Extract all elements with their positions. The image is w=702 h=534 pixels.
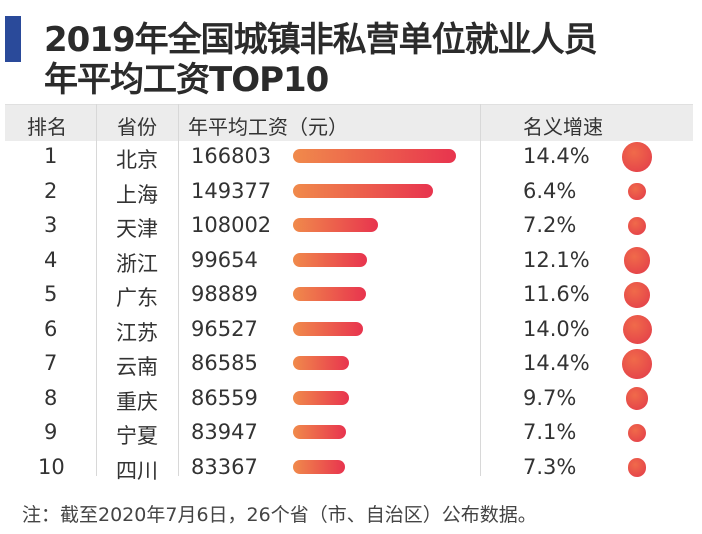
salary-label: 86559 <box>191 385 258 410</box>
table-row: 8 重庆 86559 9.7% <box>5 382 693 416</box>
salary-label: 166803 <box>191 144 272 168</box>
growth-bubble <box>627 216 647 236</box>
table-row: 2 上海 149377 6.4% <box>5 175 693 209</box>
growth-label: 6.4% <box>523 178 577 203</box>
province-label: 重庆 <box>116 389 158 414</box>
growth-bubble <box>622 315 652 344</box>
chart-title-line1: 2019年全国城镇非私营单位就业人员 <box>44 20 598 60</box>
growth-label: 14.4% <box>523 351 590 375</box>
table-header: 排名 省份 年平均工资（元） 名义增速 <box>5 104 693 141</box>
growth-label: 9.7% <box>523 385 577 410</box>
growth-label: 7.1% <box>523 420 577 444</box>
rank-label: 7 <box>44 351 58 375</box>
table-row: 6 江苏 96527 14.0% <box>5 313 693 347</box>
growth-label: 14.0% <box>523 316 590 341</box>
column-divider <box>480 104 481 476</box>
rank-label: 2 <box>44 178 58 203</box>
header-growth: 名义增速 <box>523 115 603 139</box>
title-accent-bar <box>5 16 21 62</box>
salary-bar <box>293 425 346 439</box>
rank-label: 10 <box>38 454 65 479</box>
header-rank: 排名 <box>27 115 67 139</box>
salary-bar <box>293 321 363 336</box>
growth-bubble <box>623 247 651 274</box>
rank-label: 5 <box>44 282 58 306</box>
rank-label: 1 <box>44 144 58 168</box>
column-divider <box>96 104 97 476</box>
province-label: 云南 <box>116 355 158 379</box>
salary-label: 83367 <box>191 454 258 479</box>
header-salary: 年平均工资（元） <box>188 115 348 139</box>
salary-label: 108002 <box>191 213 272 237</box>
province-label: 四川 <box>116 458 158 483</box>
growth-bubble <box>625 387 649 410</box>
salary-label: 96527 <box>191 316 258 341</box>
rank-label: 8 <box>44 385 58 410</box>
province-label: 江苏 <box>116 320 158 345</box>
province-label: 上海 <box>116 182 158 207</box>
growth-bubble <box>624 282 650 308</box>
province-label: 天津 <box>116 217 158 241</box>
province-label: 宁夏 <box>116 424 158 448</box>
province-label: 广东 <box>116 286 158 310</box>
footnote: 注：截至2020年7月6日，26个省（市、自治区）公布数据。 <box>22 504 537 526</box>
header-province: 省份 <box>117 115 157 139</box>
growth-label: 7.2% <box>523 213 577 237</box>
growth-label: 12.1% <box>523 247 590 272</box>
growth-label: 11.6% <box>523 282 590 306</box>
salary-bar <box>293 287 366 301</box>
province-label: 浙江 <box>116 251 158 276</box>
salary-bar <box>293 149 456 163</box>
province-label: 北京 <box>116 148 158 172</box>
growth-bubble <box>622 142 652 172</box>
growth-label: 7.3% <box>523 454 577 479</box>
salary-label: 83947 <box>191 420 258 444</box>
rank-label: 6 <box>44 316 58 341</box>
salary-bar <box>293 218 378 232</box>
table-row: 10 四川 83367 7.3% <box>5 451 693 485</box>
table-row: 9 宁夏 83947 7.1% <box>5 416 693 450</box>
table-row: 5 广东 98889 11.6% <box>5 278 693 312</box>
table-row: 3 天津 108002 7.2% <box>5 209 693 243</box>
growth-bubble <box>628 182 646 201</box>
growth-label: 14.4% <box>523 144 590 168</box>
salary-bar <box>293 252 367 267</box>
table-row: 1 北京 166803 14.4% <box>5 140 693 174</box>
salary-label: 98889 <box>191 282 258 306</box>
salary-bar <box>293 183 433 198</box>
salary-label: 149377 <box>191 178 272 203</box>
salary-bar <box>293 356 350 370</box>
growth-bubble <box>622 349 652 379</box>
growth-bubble <box>627 458 647 477</box>
table-row: 7 云南 86585 14.4% <box>5 347 693 381</box>
salary-label: 86585 <box>191 351 258 375</box>
growth-bubble <box>627 423 647 443</box>
column-divider <box>178 104 179 476</box>
chart-title-line2: 年平均工资TOP10 <box>44 60 329 100</box>
salary-bar <box>293 459 345 474</box>
table-row: 4 浙江 99654 12.1% <box>5 244 693 278</box>
salary-bar <box>293 390 350 405</box>
rank-label: 9 <box>44 420 58 444</box>
rank-label: 3 <box>44 213 58 237</box>
rank-label: 4 <box>44 247 58 272</box>
salary-label: 99654 <box>191 247 258 272</box>
